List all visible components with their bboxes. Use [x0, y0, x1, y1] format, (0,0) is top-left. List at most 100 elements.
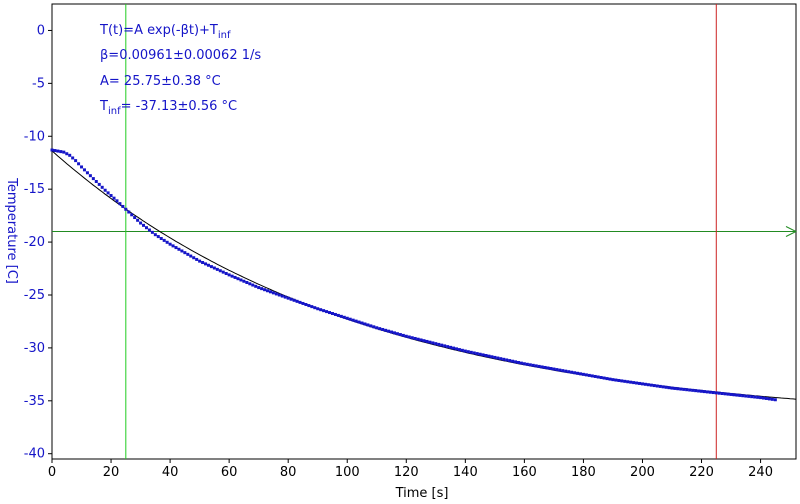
data-point	[268, 290, 272, 294]
data-point	[130, 213, 134, 217]
data-point	[732, 393, 736, 397]
y-tick-label: -40	[24, 447, 45, 462]
data-point	[499, 357, 503, 361]
data-point	[286, 296, 290, 300]
data-point	[576, 371, 580, 375]
data-point	[236, 277, 240, 281]
x-tick-label: 0	[48, 465, 56, 480]
fit-layer	[51, 150, 797, 400]
data-point	[395, 332, 399, 336]
data-point	[661, 385, 665, 389]
data-point	[567, 370, 571, 374]
data-point	[440, 343, 444, 347]
data-point	[484, 354, 488, 358]
data-point	[328, 311, 332, 315]
data-point	[449, 345, 453, 349]
data-point	[673, 386, 677, 390]
data-point	[531, 363, 535, 367]
data-point	[643, 382, 647, 386]
data-point	[239, 278, 243, 282]
data-point	[688, 388, 692, 392]
data-point	[218, 269, 222, 273]
data-point	[505, 358, 509, 362]
data-point	[257, 286, 261, 290]
data-point	[629, 380, 633, 384]
data-point	[593, 374, 597, 378]
y-tick-label: -30	[24, 341, 45, 356]
horizontal-marker-arrow	[785, 226, 798, 237]
data-point	[640, 382, 644, 386]
data-point	[750, 395, 754, 399]
data-point	[635, 381, 639, 385]
data-point	[469, 350, 473, 354]
data-point	[277, 293, 281, 297]
x-tick-label: 40	[162, 465, 179, 480]
data-point	[366, 323, 370, 327]
data-point	[413, 336, 417, 340]
data-point	[578, 372, 582, 376]
data-point	[330, 312, 334, 316]
data-point	[325, 310, 329, 314]
data-point	[528, 363, 532, 367]
data-point	[472, 351, 476, 355]
data-point	[753, 395, 757, 399]
data-point	[339, 314, 343, 318]
data-point	[248, 282, 252, 286]
data-point	[632, 381, 636, 385]
data-point	[357, 320, 361, 324]
data-point	[80, 165, 84, 169]
data-point	[398, 333, 402, 337]
data-point	[363, 322, 367, 326]
data-point	[384, 328, 388, 332]
data-point	[697, 389, 701, 393]
data-point	[390, 330, 394, 334]
data-point	[212, 266, 216, 270]
data-point	[121, 204, 125, 208]
data-point	[233, 275, 237, 279]
data-point	[508, 359, 512, 363]
data-point	[511, 359, 515, 363]
data-point	[487, 354, 491, 358]
data-point	[670, 386, 674, 390]
data-point	[333, 312, 337, 316]
data-point	[56, 149, 60, 153]
data-point	[525, 362, 529, 366]
data-point	[392, 331, 396, 335]
data-point	[714, 391, 718, 395]
data-point	[387, 329, 391, 333]
data-point	[189, 254, 193, 258]
data-point	[77, 162, 81, 166]
markers-layer	[52, 4, 798, 459]
data-point	[115, 199, 119, 203]
data-point	[534, 364, 538, 368]
data-point	[147, 228, 151, 232]
data-point	[756, 395, 760, 399]
y-tick-label: -15	[24, 182, 45, 197]
data-point	[460, 348, 464, 352]
data-point	[605, 377, 609, 381]
data-point	[694, 389, 698, 393]
y-axis-label: Temperature [C]	[4, 177, 19, 284]
data-point	[165, 240, 169, 244]
data-point	[431, 341, 435, 345]
data-point	[221, 270, 225, 274]
data-point	[127, 210, 131, 214]
y-tick-label: -10	[24, 129, 45, 144]
data-point	[584, 373, 588, 377]
data-point	[295, 299, 299, 303]
data-point	[159, 236, 163, 240]
data-point	[443, 344, 447, 348]
data-point	[74, 159, 78, 163]
data-point	[478, 352, 482, 356]
data-point	[65, 152, 69, 156]
data-point	[664, 385, 668, 389]
data-point	[564, 369, 568, 373]
data-layer	[50, 148, 777, 402]
data-point	[599, 376, 603, 380]
x-tick-label: 60	[221, 465, 238, 480]
data-point	[401, 333, 405, 337]
data-point	[94, 180, 98, 184]
data-point	[555, 368, 559, 372]
data-point	[186, 252, 190, 256]
